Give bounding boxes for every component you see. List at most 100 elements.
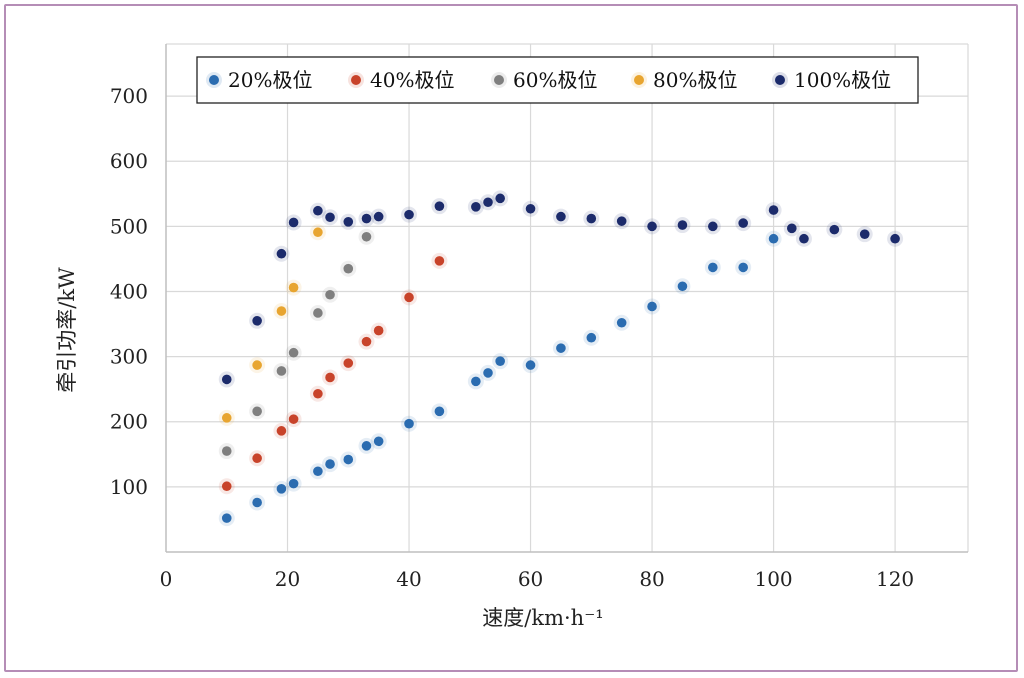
data-point [887,230,904,247]
data-point [340,260,357,277]
data-point [765,230,782,247]
data-point [249,357,266,374]
data-point [285,475,302,492]
data-point [431,252,448,269]
data-point [522,357,539,374]
x-tick-label: 20 [275,567,300,591]
data-point [273,480,290,497]
x-tick-label: 40 [396,567,421,591]
data-point [480,194,497,211]
figure-frame [4,4,1018,672]
data-point [273,303,290,320]
data-point [795,230,812,247]
data-point [401,289,418,306]
legend-label: 100%极位 [794,68,891,92]
data-point [322,456,339,473]
data-point [340,355,357,372]
data-point [322,369,339,386]
legend-label: 80%极位 [653,68,737,92]
y-tick-label: 200 [110,410,148,434]
x-tick-label: 60 [518,567,543,591]
legend-marker [634,75,644,85]
data-point [583,329,600,346]
x-tick-label: 100 [754,567,792,591]
data-point [401,206,418,223]
data-point [340,213,357,230]
data-point [370,322,387,339]
data-point [552,340,569,357]
data-point [522,200,539,217]
data-point [309,385,326,402]
data-point [401,415,418,432]
data-point [285,344,302,361]
data-point [249,312,266,329]
data-point [273,362,290,379]
data-point [273,245,290,262]
y-tick-label: 400 [110,279,148,303]
y-tick-labels: 100 200 300 400 500 600 700 [110,84,148,499]
legend-marker [209,75,219,85]
data-point [273,422,290,439]
data-point [492,353,509,370]
data-point [704,218,721,235]
data-point [218,371,235,388]
legend: 20%极位 40%极位 60%极位 80%极位 100%极位 [196,56,919,104]
data-point [856,226,873,243]
data-point [285,279,302,296]
data-point [309,202,326,219]
legend-label: 20%极位 [228,68,312,92]
legend-item: 40%极位 [348,68,454,92]
legend-marker [351,75,361,85]
data-point [249,450,266,467]
data-point [765,202,782,219]
data-point [674,278,691,295]
data-point [552,208,569,225]
data-point [358,210,375,227]
data-point [340,451,357,468]
legend-item: 20%极位 [206,68,312,92]
data-point [783,220,800,237]
data-point [613,213,630,230]
x-tick-labels: 0 20 40 60 80 100 120 [160,567,915,591]
y-tick-label: 300 [110,345,148,369]
legend-box [196,56,919,104]
data-point [322,209,339,226]
grid-lines [166,43,969,552]
y-tick-label: 600 [110,149,148,173]
data-point [218,478,235,495]
legend-item: 80%极位 [631,68,737,92]
data-point [309,463,326,480]
data-point [704,259,721,276]
data-point [358,333,375,350]
data-point [322,286,339,303]
data-point [370,433,387,450]
data-point [218,510,235,527]
data-point [431,403,448,420]
y-axis-title: 牵引功率/kW [55,267,79,393]
legend-item: 60%极位 [491,68,597,92]
data-point [467,198,484,215]
data-point [431,198,448,215]
legend-item: 100%极位 [772,68,891,92]
data-point [735,259,752,276]
legend-label: 40%极位 [370,68,454,92]
data-point [467,373,484,390]
data-point [644,298,661,315]
legend-marker [775,75,785,85]
x-tick-label: 120 [876,567,914,591]
data-point [285,411,302,428]
data-point [358,228,375,245]
y-tick-label: 100 [110,475,148,499]
x-tick-label: 80 [639,567,664,591]
axes [165,44,968,553]
data-point [285,214,302,231]
legend-label: 60%极位 [513,68,597,92]
data-point [218,443,235,460]
data-point [370,208,387,225]
data-point [735,215,752,232]
data-point [480,364,497,381]
legend-marker [494,75,504,85]
data-point [492,190,509,207]
data-point [644,218,661,235]
x-tick-label: 0 [160,567,173,591]
